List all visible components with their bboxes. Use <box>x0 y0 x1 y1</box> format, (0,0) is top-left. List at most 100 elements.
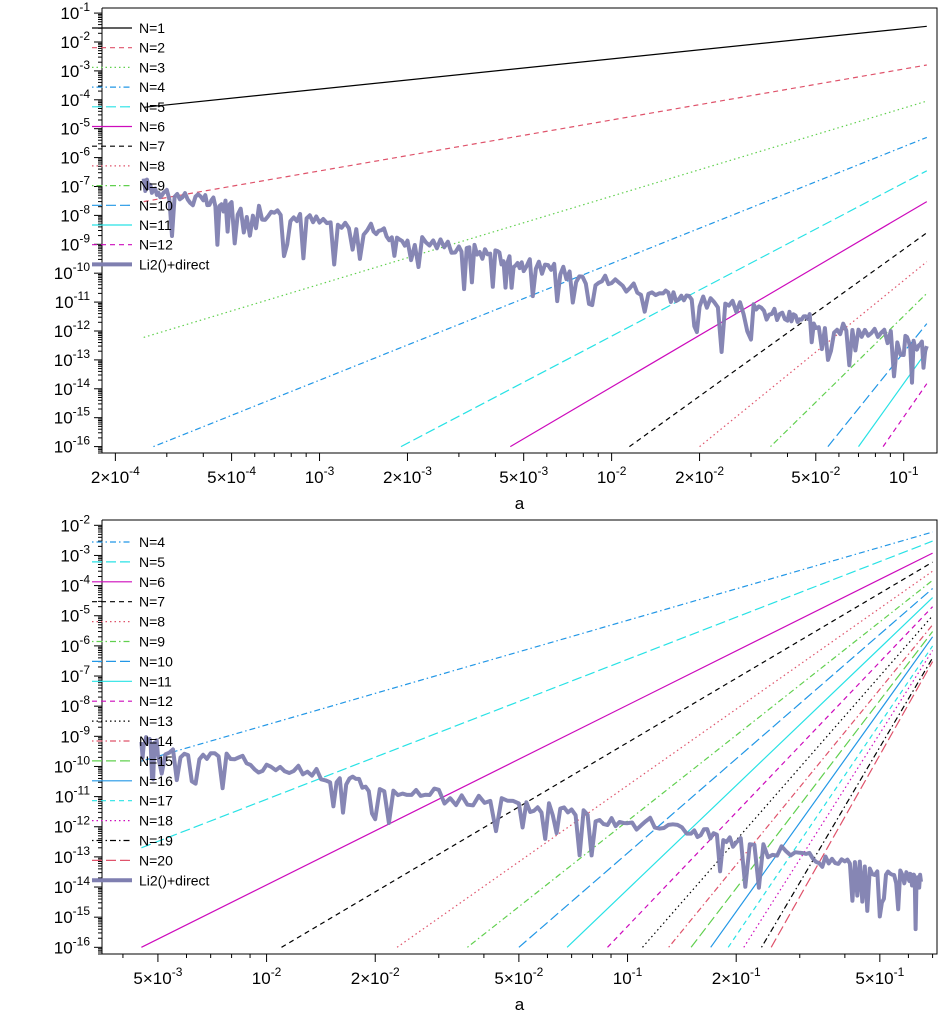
series-line-n6 <box>141 552 933 948</box>
legend-label: N=8 <box>139 158 165 174</box>
series-line-n4 <box>141 531 933 762</box>
x-tick-label: 2×10-2 <box>351 965 400 988</box>
legend-label: N=2 <box>139 40 165 56</box>
legend-label: N=6 <box>139 574 165 590</box>
y-tick-label: 10-13 <box>54 844 91 867</box>
plot-frame <box>102 7 938 454</box>
legend-label: N=4 <box>139 79 165 95</box>
legend-label: Li2()+direct <box>139 872 210 888</box>
x-tick-label: 2×10-2 <box>675 464 724 487</box>
y-tick-label: 10-14 <box>54 874 91 897</box>
legend-label: N=1 <box>139 20 165 36</box>
y-tick-label: 10-16 <box>54 434 91 457</box>
y-tick-label: 10-9 <box>60 723 90 746</box>
x-tick-label: 10-3 <box>305 464 335 487</box>
y-tick-label: 10-2 <box>60 29 90 52</box>
x-tick-label: 5×10-2 <box>494 965 543 988</box>
y-tick-label: 10-1 <box>60 0 90 23</box>
series-line-n19 <box>760 657 934 948</box>
bottom-panel: 10-2 10-3 10-4 10-5 10-6 10-7 10-8 10-9 10-10 10-… <box>54 512 938 1014</box>
y-tick-label: 10-10 <box>54 260 91 283</box>
y-tick-label: 10-15 <box>54 904 91 927</box>
series-line-n9 <box>467 579 933 948</box>
x-tick-label: 5×10-2 <box>791 464 840 487</box>
legend-label: N=10 <box>139 197 173 213</box>
y-tick-label: 10-12 <box>54 814 91 837</box>
series-line-n8 <box>699 261 928 448</box>
x-tick-label: 2×10-1 <box>712 965 761 988</box>
x-axis-title: a <box>515 494 525 513</box>
legend-label: N=8 <box>139 614 165 630</box>
series-line-n18 <box>743 650 934 948</box>
legend-label: N=14 <box>139 733 173 749</box>
series-line-n11 <box>566 597 934 948</box>
series-line-n12 <box>882 383 928 447</box>
legend-label: Li2()+direct <box>139 256 210 272</box>
x-tick-label: 2×10-4 <box>91 464 140 487</box>
series-line-n5 <box>141 540 933 849</box>
legend-label: N=6 <box>139 119 165 135</box>
y-tick-label: 10-4 <box>60 573 90 596</box>
legend-label: N=11 <box>139 217 172 233</box>
series-line-n13 <box>642 615 934 948</box>
x-tick-label: 5×10-4 <box>207 464 256 487</box>
top-panel: 10-1 10-2 10-3 10-4 10-5 10-6 10-7 10-8 10-9 10-1… <box>54 0 938 513</box>
y-tick-label: 10-3 <box>60 542 90 565</box>
legend-label: N=12 <box>139 693 173 709</box>
series-line-n17 <box>727 645 934 948</box>
plot-frame <box>102 519 938 955</box>
series-line-n12 <box>607 606 934 948</box>
legend-label: N=10 <box>139 653 173 669</box>
series-line-n16 <box>710 636 934 948</box>
y-tick-label: 10-10 <box>54 753 91 776</box>
series-line-n3 <box>143 100 927 338</box>
y-tick-label: 10-6 <box>60 633 90 656</box>
y-tick-label: 10-13 <box>54 347 91 370</box>
y-tick-label: 10-8 <box>60 693 90 716</box>
legend-label: N=18 <box>139 813 173 829</box>
x-tick-label: 5×10-3 <box>499 464 548 487</box>
legend-label: N=5 <box>139 99 165 115</box>
series-line-n7 <box>629 232 928 448</box>
legend-label: N=7 <box>139 594 165 610</box>
legend-label: N=19 <box>139 833 173 849</box>
legend-label: N=11 <box>139 673 172 689</box>
y-tick-label: 10-3 <box>60 58 90 81</box>
y-tick-label: 10-4 <box>60 87 90 110</box>
series-line-n10 <box>518 588 933 948</box>
legend-label: N=17 <box>139 793 173 809</box>
legend-label: N=4 <box>139 534 165 550</box>
legend-label: N=9 <box>139 634 165 650</box>
series-line-n2 <box>143 64 927 203</box>
series-line-n8 <box>396 570 933 948</box>
series-line-n1 <box>143 25 927 108</box>
series-line-n9 <box>770 292 928 448</box>
series-line-n20 <box>770 661 934 948</box>
y-tick-label: 10-15 <box>54 405 91 428</box>
x-tick-label: 5×10-1 <box>855 965 904 988</box>
y-tick-label: 10-8 <box>60 202 90 225</box>
y-tick-label: 10-11 <box>55 289 91 312</box>
x-tick-label: 10-2 <box>252 965 282 988</box>
x-tick-label: 10-1 <box>613 965 643 988</box>
series-line-n4 <box>153 136 928 448</box>
legend-label: N=12 <box>139 237 173 253</box>
series-line-n14 <box>668 624 934 948</box>
y-tick-label: 10-7 <box>60 173 90 196</box>
series-line-direct <box>139 735 923 932</box>
series-line-n5 <box>400 170 928 448</box>
y-tick-label: 10-11 <box>55 784 91 807</box>
legend-label: N=9 <box>139 178 165 194</box>
y-tick-label: 10-16 <box>54 934 91 957</box>
y-tick-label: 10-5 <box>60 116 90 139</box>
series-line-n15 <box>690 631 934 948</box>
legend-label: N=13 <box>139 713 173 729</box>
y-tick-label: 10-9 <box>60 231 90 254</box>
y-tick-label: 10-5 <box>60 603 90 626</box>
series-line-n11 <box>858 350 928 447</box>
legend-label: N=15 <box>139 753 173 769</box>
y-tick-label: 10-7 <box>60 663 90 686</box>
legend-label: N=5 <box>139 554 165 570</box>
x-axis-title: a <box>515 995 525 1014</box>
